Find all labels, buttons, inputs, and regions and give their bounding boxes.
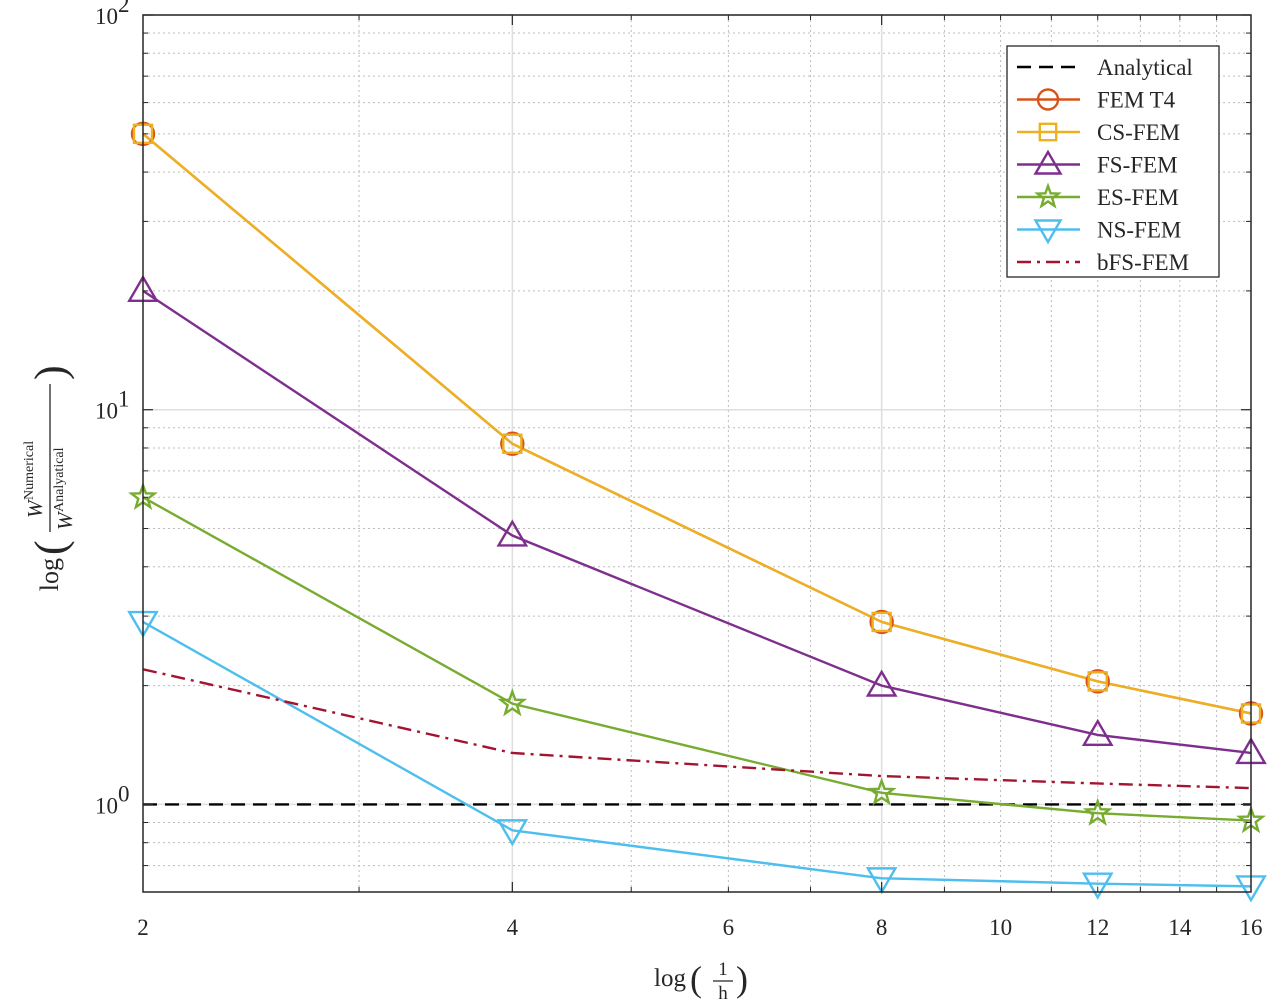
- x-label-open-paren: (: [690, 959, 702, 999]
- y-tick-label: 10: [95, 399, 118, 424]
- square-marker: [1087, 671, 1108, 692]
- series-line-bfs-fem: [142, 668, 1252, 790]
- y-tick-exponent: 1: [118, 387, 130, 412]
- x-label-close-paren: ): [736, 959, 748, 999]
- x-tick-labels: 2 4 6 8 10 12 14 16: [137, 915, 1262, 940]
- star-marker: [866, 777, 897, 806]
- square-marker: [871, 611, 892, 633]
- circle-marker: [500, 431, 525, 456]
- star-marker: [1082, 797, 1113, 826]
- triangle-up-marker: [496, 519, 529, 547]
- y-label-den-base: W: [53, 510, 77, 530]
- legend-label: Analytical: [1097, 55, 1193, 80]
- triangle-up-marker: [1081, 718, 1114, 747]
- series-line-es-fem: [142, 496, 1252, 822]
- x-tick-label: 4: [507, 915, 519, 940]
- triangle-up-marker: [1033, 149, 1063, 175]
- y-axis-label: log ( W Numerical W Analyatical ): [22, 365, 77, 591]
- legend-label: ES-FEM: [1097, 185, 1179, 210]
- plot-frame: [142, 14, 1252, 893]
- y-tick-label: 10: [95, 793, 118, 818]
- y-label-close-paren: ): [26, 365, 75, 380]
- triangle-down-marker: [1033, 219, 1063, 245]
- legend-label: NS-FEM: [1097, 218, 1181, 243]
- series-lines: [142, 132, 1252, 888]
- circle-marker: [1036, 88, 1060, 111]
- circle-marker: [1085, 669, 1110, 694]
- y-label-open-paren: (: [26, 540, 75, 555]
- x-tick-label: 8: [876, 915, 888, 940]
- x-label-prefix: log: [654, 965, 686, 992]
- x-tick-label: 12: [1086, 915, 1109, 940]
- x-tick-label: 16: [1240, 915, 1263, 940]
- square-marker: [1038, 122, 1058, 142]
- y-label-prefix: log: [35, 558, 64, 591]
- y-tick-label: 10: [95, 4, 118, 29]
- triangle-down-marker: [865, 867, 898, 895]
- x-tick-label: 14: [1168, 915, 1192, 940]
- y-tick-exponent: 2: [118, 0, 130, 17]
- star-marker: [497, 688, 528, 717]
- series-line-cs-fem: [142, 132, 1252, 715]
- axis-ticks: [143, 14, 1252, 892]
- y-label-den-sup: Analyatical: [52, 447, 67, 512]
- y-label-num-sup: Numerical: [22, 441, 37, 500]
- triangle-down-marker: [1081, 872, 1114, 900]
- legend: Analytical FEM T4 CS-FEM FS-FEM ES-FEM NS-FEM…: [1006, 45, 1220, 278]
- x-tick-label: 6: [723, 915, 735, 940]
- series-line-fs-fem: [142, 289, 1252, 755]
- series-line-ns-fem: [142, 620, 1252, 888]
- star-marker: [1034, 182, 1062, 209]
- legend-label: CS-FEM: [1097, 120, 1180, 145]
- legend-label: bFS-FEM: [1097, 250, 1189, 275]
- legend-label: FEM T4: [1097, 88, 1176, 113]
- x-label-denominator: h: [718, 983, 728, 1004]
- y-label-num-base: W: [23, 498, 47, 518]
- square-marker: [502, 433, 523, 454]
- x-tick-label: 10: [989, 915, 1012, 940]
- x-label-numerator: 1: [718, 959, 728, 980]
- x-tick-label: 2: [137, 915, 149, 940]
- legend-label: FS-FEM: [1097, 153, 1178, 178]
- triangle-up-marker: [865, 669, 898, 697]
- triangle-down-marker: [496, 819, 529, 847]
- circle-marker: [869, 609, 894, 635]
- x-axis-label: log ( 1 h ): [654, 959, 748, 1004]
- y-tick-exponent: 0: [118, 781, 130, 806]
